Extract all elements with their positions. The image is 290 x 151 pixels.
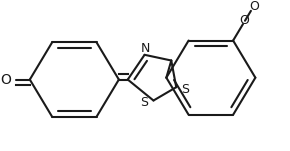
- Text: S: S: [141, 96, 148, 109]
- Text: N: N: [141, 42, 150, 55]
- Text: O: O: [1, 73, 12, 87]
- Text: O: O: [249, 0, 259, 13]
- Text: O: O: [239, 14, 249, 27]
- Text: S: S: [181, 83, 189, 96]
